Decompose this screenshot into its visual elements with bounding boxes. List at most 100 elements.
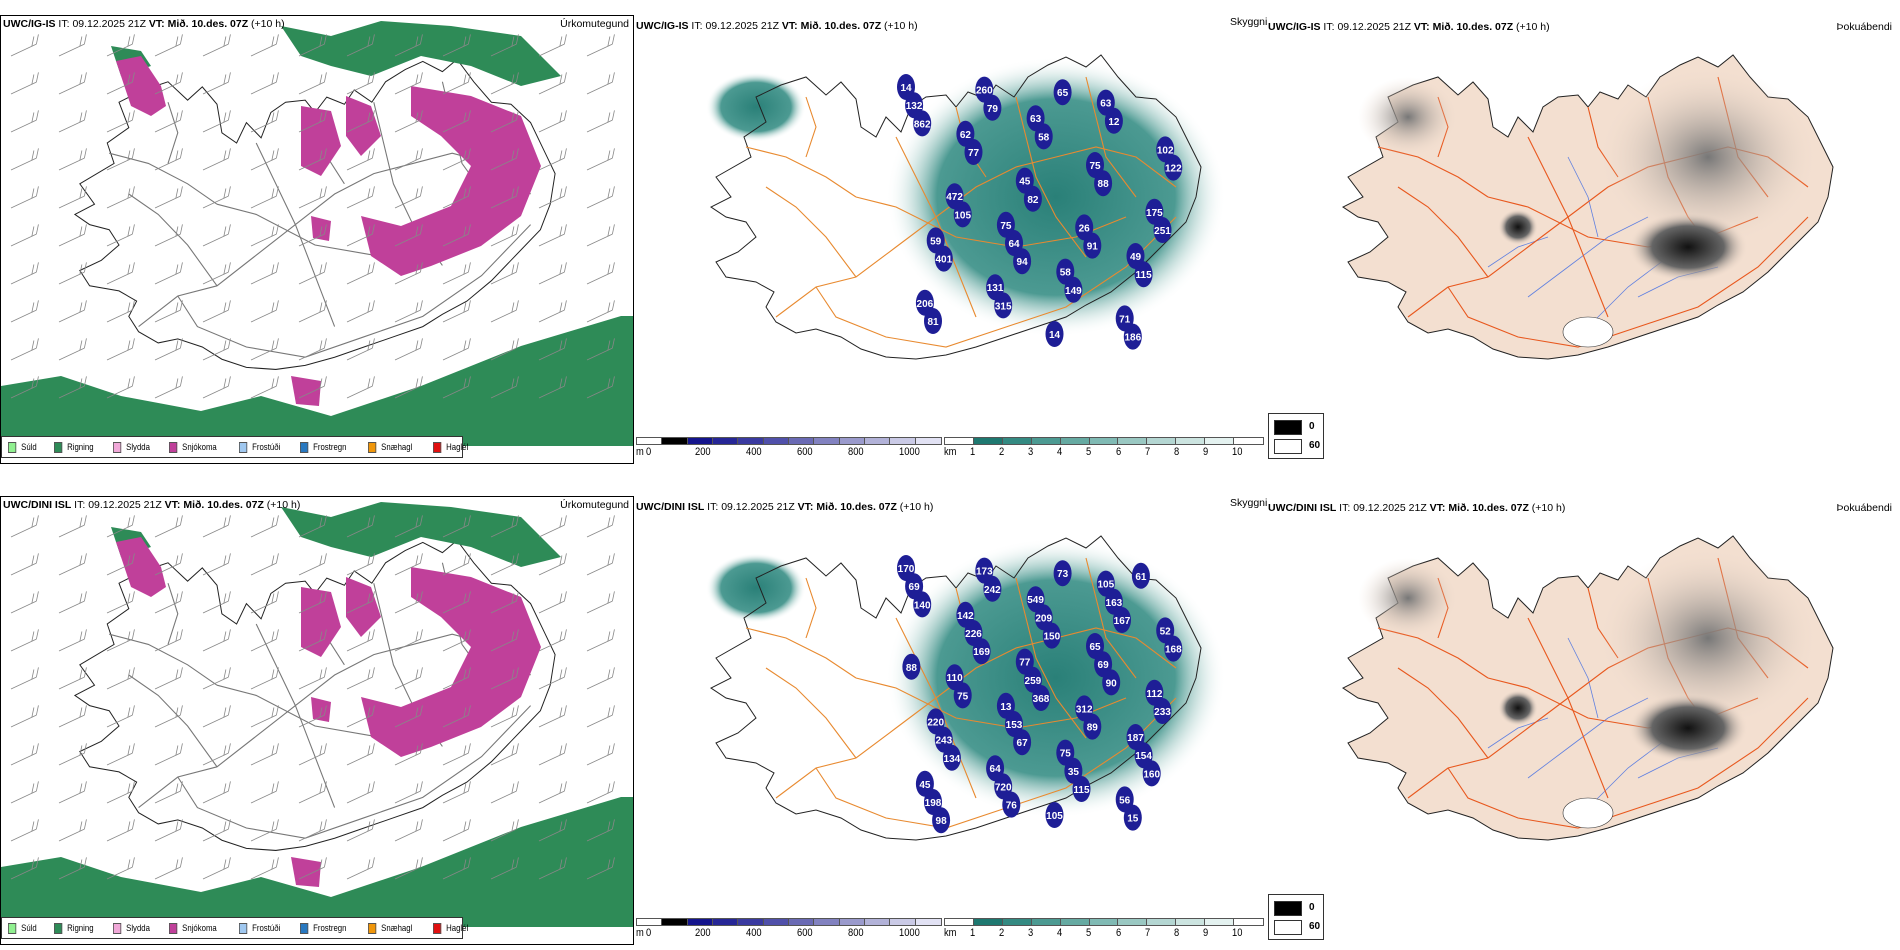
ceiling-visibility-map: 14 75 63 59 63 49 62 58 102 131 75 206 45 71 472 14 175 2… [706, 54, 1226, 360]
colorbar-unit: km [944, 446, 957, 458]
ceiling-value-label: 61 [1135, 572, 1147, 583]
wind-barb-icon [346, 667, 375, 690]
colorbar-tick-label: 2 [999, 927, 1005, 939]
wind-barb-icon [298, 667, 327, 690]
vt-label: VT: [164, 499, 181, 511]
wind-barb-icon [106, 34, 135, 57]
wind-barb-icon [154, 300, 183, 323]
wind-barb-icon [490, 376, 519, 399]
low-ceiling-area [1023, 185, 1042, 212]
wind-barb-icon [58, 515, 87, 538]
colorbar-tick-label: 400 [745, 927, 762, 939]
road [1085, 76, 1137, 198]
low-ceiling-area [1002, 791, 1021, 818]
wind-barb-icon [106, 376, 135, 399]
wind-barb-icon [10, 300, 39, 323]
panel-title-precip: Úrkomutegund [560, 499, 629, 511]
low-ceiling-area [1153, 217, 1172, 243]
wind-barb-icon [106, 705, 135, 728]
wind-barb-icon [346, 376, 375, 399]
colorbar-segment [973, 919, 1003, 925]
colorbar-tick-label: 800 [847, 446, 864, 458]
wind-barb-icon [394, 72, 423, 95]
ceiling-value-label: 472 [946, 192, 963, 203]
legend-swatch [54, 441, 63, 453]
wind-barb-icon [394, 743, 423, 766]
wind-barb-icon [106, 667, 135, 690]
wind-barb-icon [154, 515, 183, 538]
river [1567, 637, 1599, 719]
road [745, 627, 857, 679]
ceiling-value-label: 206 [917, 299, 934, 310]
lead-time: (+10 h) [899, 501, 934, 513]
wind-barb-icon [10, 72, 39, 95]
colorbar-tick-label: 1000 [898, 927, 920, 939]
legend-swatch [169, 922, 178, 934]
colorbar-segment [1060, 438, 1090, 444]
legend-item-haglél: Haglél [432, 922, 468, 934]
legend-swatch [299, 441, 309, 453]
legend-item-frostregn: Frostregn [299, 922, 346, 934]
wind-barb-icon [58, 819, 87, 842]
legend-swatch [113, 441, 122, 453]
wind-barb-icon [298, 300, 327, 323]
panel-header: UWC/DINI ISL IT: 09.12.2025 21Z VT: Mið.… [1268, 502, 1565, 514]
low-ceiling-area [932, 807, 951, 834]
legend-swatch [432, 922, 441, 934]
wind-barb-icon [154, 110, 183, 133]
legend-item-snjókoma: Snjókoma [169, 922, 217, 934]
ceiling-value-label: 52 [1160, 626, 1172, 637]
colorbar-tick-label: 3 [1028, 927, 1034, 939]
low-ceiling-area [1045, 802, 1064, 828]
road [255, 142, 336, 327]
road [255, 623, 336, 808]
low-visibility-area [706, 553, 806, 623]
wind-barb-icon [10, 743, 39, 766]
legend-swatch [367, 441, 376, 453]
ceiling-value-label: 77 [1019, 658, 1031, 669]
wind-barb-icon [346, 629, 375, 652]
visibility-colorbar: km 1 2 3 4 5 6 7 8 9 10 [944, 437, 1264, 461]
colorbar-tick-label: 600 [796, 446, 813, 458]
it-value: 09.12.2025 21Z [72, 18, 146, 30]
wind-barb-icon [346, 186, 375, 209]
vt-value: Mið. 10.des. 07Z [800, 20, 882, 32]
ceiling-value-label: 226 [965, 629, 982, 640]
wind-barb-icon [298, 705, 327, 728]
colorbar-segment [839, 438, 865, 444]
fog-map [1342, 54, 1834, 360]
wind-barb-icon [346, 553, 375, 576]
wind-barb-icon [298, 781, 327, 804]
ceiling-value-label: 26 [1079, 223, 1091, 234]
wind-barb-icon [442, 376, 471, 399]
road [128, 193, 218, 287]
fog-area [1498, 690, 1538, 726]
wind-barb-icon [538, 591, 567, 614]
ceiling-value-label: 62 [960, 130, 972, 141]
low-ceiling-area [1094, 170, 1113, 197]
wind-barb-icon [490, 667, 519, 690]
ceiling-visibility-panel-row2: UWC/DINI ISL IT: 09.12.2025 21Z VT: Mið.… [636, 496, 1267, 945]
fog-panel-row1: UWC/IG-IS IT: 09.12.2025 21Z VT: Mið. 10… [1268, 15, 1898, 464]
wind-barb-icon [394, 224, 423, 247]
colorbar-segment [890, 438, 916, 444]
road [1015, 96, 1087, 258]
wind-barb-icon [490, 591, 519, 614]
ceiling-value-label: 64 [1008, 239, 1020, 250]
low-ceiling-area [1013, 729, 1032, 756]
low-ceiling-area [1072, 776, 1091, 802]
wind-barb-icon [298, 262, 327, 285]
wind-barb-icon [298, 72, 327, 95]
it-label: IT: [1323, 21, 1335, 33]
colorbar-segment [864, 919, 891, 925]
ceiling-value-label: 15 [1127, 814, 1139, 825]
legend-label: Haglél [445, 441, 468, 453]
wind-barb-icon [154, 667, 183, 690]
wind-barb-icon [442, 338, 471, 361]
low-ceiling-area [953, 201, 972, 228]
wind-barb-icon [442, 857, 471, 880]
colorbar-segment [814, 919, 840, 925]
wind-barb-icon [586, 34, 615, 57]
ceiling-value-label: 142 [957, 611, 974, 622]
wind-barb-icon [202, 34, 231, 57]
